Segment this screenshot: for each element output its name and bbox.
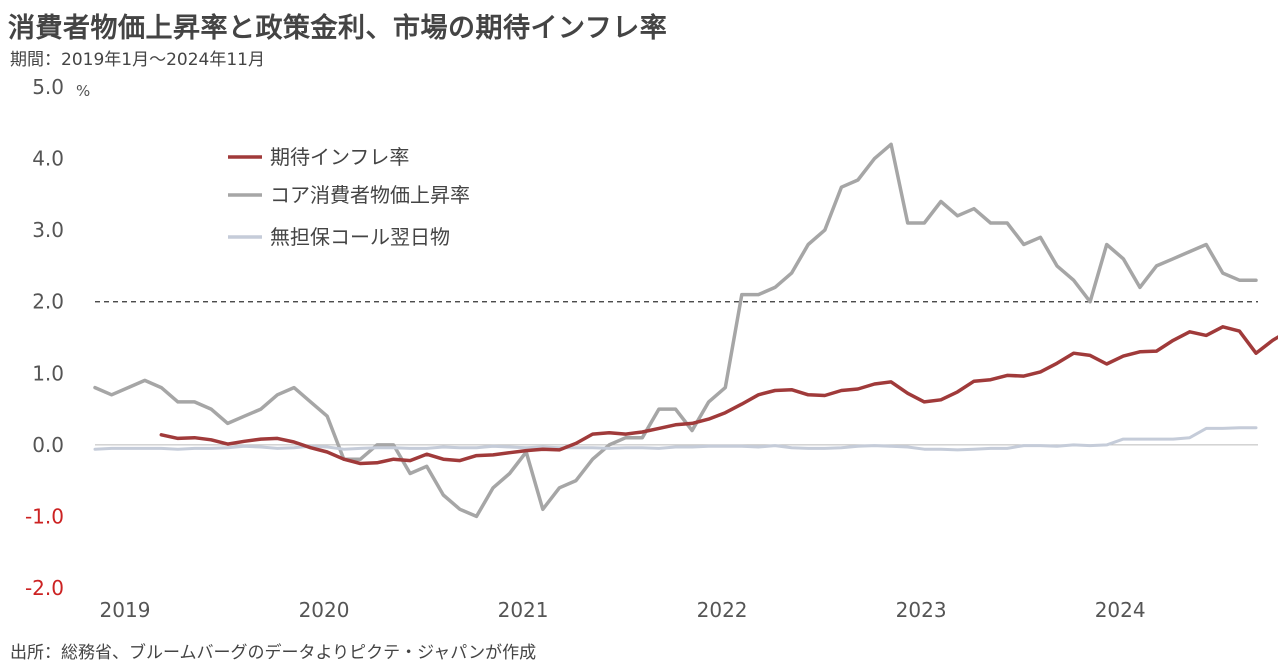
legend-label: 期待インフレ率 <box>270 145 409 169</box>
y-tick-label: 3.0 <box>32 218 64 242</box>
chart-subtitle: 期間：2019年1月～2024年11月 <box>10 50 265 70</box>
chart-title: 消費者物価上昇率と政策金利、市場の期待インフレ率 <box>8 13 668 44</box>
y-tick-label: 4.0 <box>32 147 64 171</box>
y-tick-label: 1.0 <box>32 361 64 385</box>
series-line-expected-inflation <box>159 325 1278 466</box>
source-note: 出所：総務省、ブルームバーグのデータよりピクテ・ジャパンが作成 <box>10 643 537 663</box>
y-tick-label: 2.0 <box>32 290 64 314</box>
y-tick-label: 5.0 <box>32 75 64 99</box>
x-tick-label: 2021 <box>498 598 549 622</box>
series-line-call-rate <box>93 426 1258 452</box>
y-tick-label: 0.0 <box>32 433 64 457</box>
x-tick-label: 2022 <box>697 598 748 622</box>
x-tick-label: 2024 <box>1095 598 1146 622</box>
y-axis: 5.0 4.0 3.0 2.0 1.0 0.0 -1.0 -2.0 <box>25 75 64 600</box>
legend-item-call-rate: 無担保コール翌日物 <box>228 225 450 249</box>
x-tick-label: 2019 <box>100 598 151 622</box>
y-tick-label: -1.0 <box>25 504 64 528</box>
x-tick-label: 2023 <box>896 598 947 622</box>
legend-item-expected-inflation: 期待インフレ率 <box>228 145 409 169</box>
y-tick-label: -2.0 <box>25 576 64 600</box>
series-line-core-cpi <box>93 142 1258 519</box>
legend-item-core-cpi: コア消費者物価上昇率 <box>228 183 470 207</box>
y-axis-unit: % <box>76 82 90 100</box>
x-axis: 2019 2020 2021 2022 2023 2024 <box>100 598 1146 622</box>
legend-label: コア消費者物価上昇率 <box>270 183 470 207</box>
series-layer <box>93 142 1278 519</box>
legend-label: 無担保コール翌日物 <box>270 225 450 249</box>
x-tick-label: 2020 <box>299 598 350 622</box>
